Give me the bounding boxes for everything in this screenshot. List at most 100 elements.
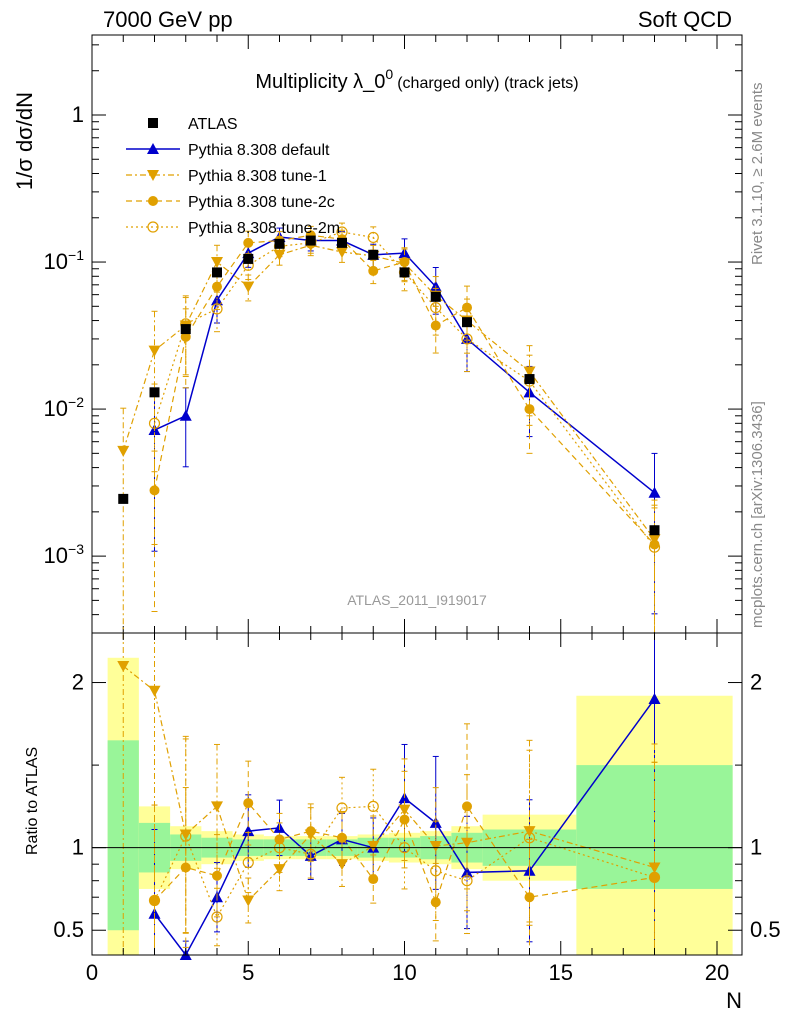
title-main: Multiplicity λ_0 [255, 71, 385, 93]
point-tune2c [399, 257, 410, 268]
point-default [648, 486, 661, 498]
point-atlas [149, 387, 160, 398]
point-tune2c [399, 814, 410, 825]
ratio-y-tick-label-right: 0.5 [750, 917, 781, 942]
point-tune2c [212, 870, 222, 881]
point-atlas [430, 291, 441, 302]
point-tune2m [430, 301, 442, 314]
point-tune1 [336, 859, 348, 871]
point-tune1 [242, 281, 255, 293]
point-tune2m [148, 894, 161, 907]
title-suffix: (charged only) (track jets) [397, 75, 578, 92]
y-tick-label: 10−2 [44, 394, 85, 421]
point-tune2c [462, 801, 472, 812]
ratio-y-tick-label-right: 2 [750, 670, 762, 695]
legend-marker-tune2m [147, 221, 159, 233]
point-tune2m [305, 848, 317, 860]
legend-marker-tune2c [148, 196, 158, 206]
legend-label-tune2c: Pythia 8.308 tune-2c [188, 194, 335, 211]
mcplots-label: mcplots.cern.ch [arXiv:1306.3436] [749, 401, 766, 628]
point-tune1 [117, 445, 130, 457]
x-tick-label: 20 [705, 960, 729, 985]
series-tune1 [117, 235, 661, 634]
point-default [179, 409, 192, 421]
point-atlas [274, 238, 285, 249]
legend-marker-default [147, 143, 159, 154]
legend-label-atlas: ATLAS [188, 116, 238, 133]
ratio-y-tick-label: 1 [72, 835, 84, 860]
point-tune1 [211, 257, 223, 269]
point-tune2m [148, 417, 161, 429]
legend-label-default: Pythia 8.308 default [188, 142, 330, 159]
point-default [242, 825, 255, 837]
ratio-bands [107, 657, 733, 955]
legend-item-tune2m: Pythia 8.308 tune-2m [126, 220, 340, 237]
x-axis-label: N [726, 988, 742, 1013]
series-tune2m [148, 222, 661, 634]
point-tune2c [462, 302, 472, 313]
y-tick-label: 10−3 [44, 541, 85, 568]
title-sup: 0 [385, 66, 393, 82]
ratio-panel: 0 5 10 15 20 0.5 0.5 1 1 2 2 Ratio to ATLAS N [24, 632, 781, 1013]
point-atlas [212, 267, 222, 278]
point-tune2m [367, 231, 379, 244]
uncertainty-band-inner [107, 740, 139, 931]
point-tune2m [336, 226, 348, 238]
point-tune2c [212, 281, 222, 292]
legend-label-tune2m: Pythia 8.308 tune-2m [188, 220, 340, 237]
point-tune2c [180, 862, 191, 873]
line-tune1 [122, 244, 655, 540]
legend-item-default: Pythia 8.308 default [126, 142, 330, 159]
legend-label-tune1: Pythia 8.308 tune-1 [188, 168, 327, 185]
point-atlas [118, 493, 129, 504]
legend-marker-atlas [148, 118, 158, 128]
point-tune2m [648, 541, 661, 553]
point-atlas [243, 253, 254, 264]
point-tune2m [430, 865, 442, 877]
series-atlas [118, 235, 660, 536]
point-tune1 [117, 661, 130, 673]
point-tune2c [524, 404, 535, 415]
point-atlas [180, 324, 191, 335]
legend-item-atlas: ATLAS [148, 116, 238, 133]
point-tune2c [430, 320, 441, 331]
point-tune2c [368, 265, 379, 276]
x-tick-label: 10 [392, 960, 416, 985]
point-tune1 [242, 895, 255, 907]
point-tune1 [273, 249, 286, 261]
ratio-y-tick-label-right: 1 [750, 835, 762, 860]
point-atlas [368, 249, 379, 260]
ratio-y-tick-label: 0.5 [53, 917, 84, 942]
point-tune1 [148, 685, 161, 697]
legend-marker-tune1 [147, 170, 159, 181]
legend: ATLAS Pythia 8.308 default Pythia 8.308 … [126, 116, 340, 237]
series-default [148, 227, 661, 615]
header-right: Soft QCD [638, 7, 732, 32]
x-tick-label: 0 [86, 960, 98, 985]
main-ticks: 1 10−1 10−2 10−3 [44, 35, 742, 634]
point-tune2m [461, 875, 473, 887]
point-tune1 [398, 804, 411, 816]
ratio-y-label: Ratio to ATLAS [24, 747, 41, 855]
x-tick-label: 15 [549, 960, 573, 985]
plot-title: Multiplicity λ_00(charged only) (track j… [255, 66, 578, 93]
y-tick-label: 10−1 [44, 247, 85, 274]
point-tune2m [211, 911, 223, 923]
y-tick-label: 1 [72, 102, 84, 127]
point-atlas [399, 267, 410, 278]
legend-item-tune1: Pythia 8.308 tune-1 [126, 168, 327, 185]
ratio-ticks: 0 5 10 15 20 0.5 0.5 1 1 2 2 [53, 633, 781, 985]
point-tune2m [367, 800, 379, 812]
rivet-version-label: Rivet 3.1.10, ≥ 2.6M events [749, 83, 766, 266]
point-atlas [337, 237, 347, 248]
point-tune2m [461, 333, 473, 345]
point-atlas [524, 374, 535, 385]
point-default [211, 294, 223, 306]
point-tune2m [336, 802, 348, 814]
point-default [461, 866, 473, 878]
point-tune2m [242, 856, 254, 869]
point-tune2m [648, 871, 661, 883]
point-tune1 [211, 801, 223, 813]
ratio-frame [91, 632, 743, 956]
point-tune2m [523, 832, 536, 844]
